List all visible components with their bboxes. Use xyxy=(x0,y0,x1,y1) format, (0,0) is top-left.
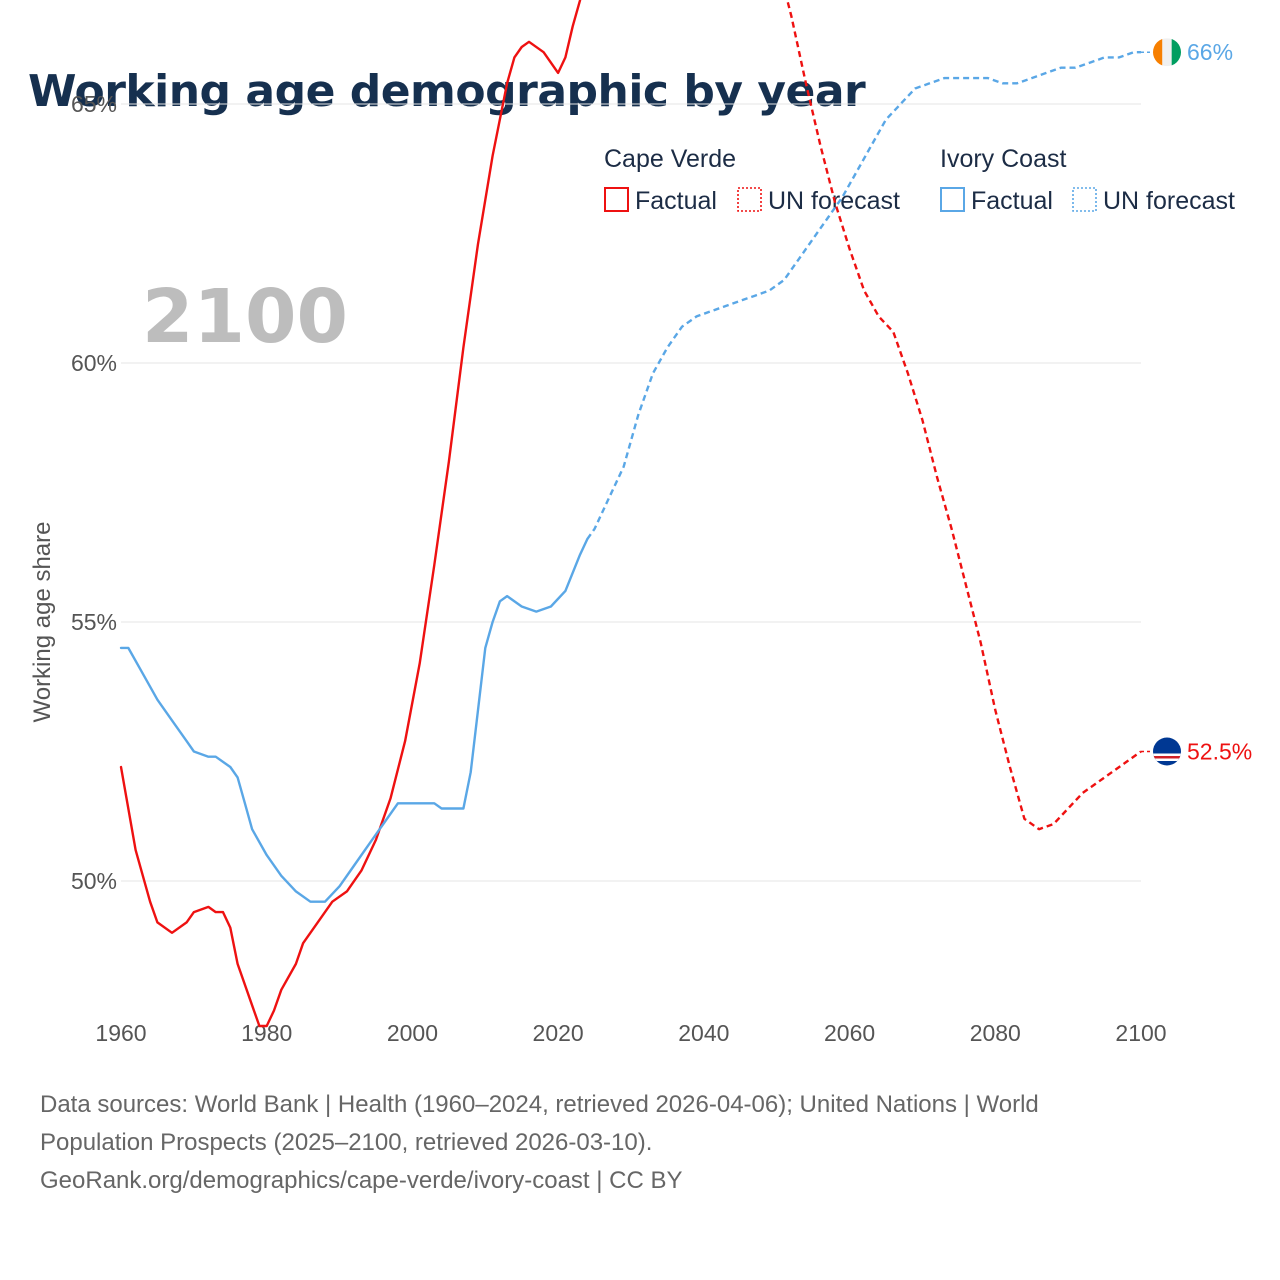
ivory-coast-flag-icon xyxy=(1153,38,1181,67)
y-tick-label: 65% xyxy=(71,91,117,117)
year-watermark: 2100 xyxy=(142,274,348,360)
series-lines xyxy=(119,0,1142,1028)
y-axis-title: Working age share xyxy=(29,522,56,723)
y-axis-ticks: 50%55%60%65%70% xyxy=(71,91,117,894)
x-axis-ticks: 1960 1980 2000 2020 2040 2060 2080 2100 xyxy=(95,1020,1166,1046)
x-tick-label: 2100 xyxy=(1115,1020,1166,1046)
legend-title-ivory-coast: Ivory Coast xyxy=(940,145,1066,173)
footer-credit: GeoRank.org/demographics/cape-verde/ivor… xyxy=(40,1167,683,1194)
ivory-coast-end-value-label: 66% xyxy=(1187,39,1233,65)
legend-label-ivory-coast-factual: Factual xyxy=(971,187,1053,215)
legend-label-ivory-coast-forecast: UN forecast xyxy=(1103,187,1235,215)
legend-swatch-ivory-coast-factual xyxy=(940,187,965,212)
legend-swatch-cape-verde-factual xyxy=(604,187,629,212)
x-tick-label: 2060 xyxy=(824,1020,875,1046)
footer: Data sources: World Bank | Health (1960–… xyxy=(40,1086,1240,1200)
y-tick-label: 60% xyxy=(71,350,117,376)
ivory-coast-factual-line xyxy=(119,537,589,903)
ivory-coast-forecast-line xyxy=(586,51,1141,540)
legend-title-cape-verde: Cape Verde xyxy=(604,145,736,173)
end-markers: 52.5% 66% xyxy=(1141,38,1252,766)
x-tick-label: 2000 xyxy=(387,1020,438,1046)
x-tick-label: 1960 xyxy=(95,1020,146,1046)
legend: Cape Verde Factual UN forecast Ivory Coast F… xyxy=(604,145,1235,215)
footer-sources-line-1: Data sources: World Bank | Health (1960–… xyxy=(40,1091,1039,1118)
x-tick-label: 2080 xyxy=(970,1020,1021,1046)
footer-sources-line-2: Population Prospects (2025–2100, retriev… xyxy=(40,1129,653,1156)
cape-verde-end-value-label: 52.5% xyxy=(1187,739,1252,765)
x-tick-label: 2020 xyxy=(533,1020,584,1046)
chart: Cape Verde Factual UN forecast Ivory Coast F… xyxy=(29,0,1252,1046)
cape-verde-flag-icon xyxy=(1153,737,1181,766)
x-tick-label: 2040 xyxy=(678,1020,729,1046)
cape-verde-forecast-line xyxy=(785,0,1142,831)
legend-swatch-cape-verde-forecast xyxy=(737,187,762,212)
y-tick-label: 55% xyxy=(71,609,117,635)
gridlines xyxy=(121,103,1141,882)
legend-label-cape-verde-factual: Factual xyxy=(635,187,717,215)
cape-verde-factual-line xyxy=(119,0,582,1028)
y-tick-label: 50% xyxy=(71,868,117,894)
chart-title: Working age demographic by year xyxy=(28,66,866,117)
legend-swatch-ivory-coast-forecast xyxy=(1072,187,1097,212)
